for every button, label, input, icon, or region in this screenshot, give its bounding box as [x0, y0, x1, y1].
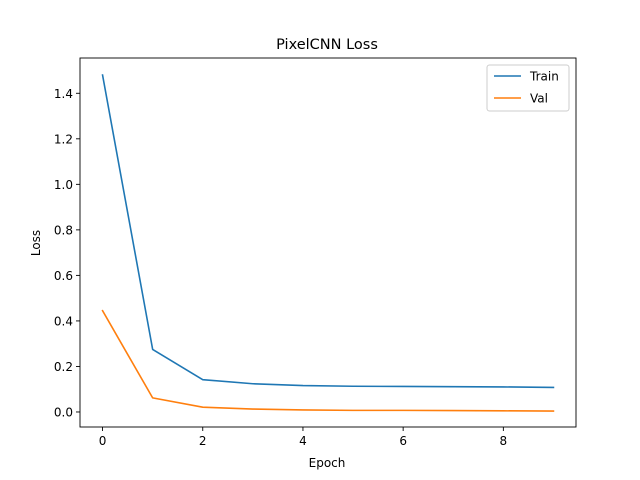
- chart-title: PixelCNN Loss: [276, 37, 378, 53]
- x-tick-label: 4: [299, 434, 307, 448]
- legend: Train Val: [486, 64, 570, 112]
- y-tick-label: 0.8: [54, 223, 73, 237]
- axis-ticks: 0 2 4 6 8 0.0 0.2 0.4 0.6 0.8 1.0 1.2 1.4: [54, 87, 507, 448]
- legend-label-train: Train: [529, 70, 559, 84]
- y-tick-label: 1.4: [54, 87, 73, 101]
- x-tick-label: 2: [199, 434, 207, 448]
- axes-frame: [79, 57, 577, 428]
- y-tick-label: 1.0: [54, 178, 73, 192]
- plot-area: [101, 74, 555, 412]
- x-tick-label: 0: [99, 434, 107, 448]
- legend-label-val: Val: [530, 92, 548, 106]
- series-line-train: [101, 74, 555, 389]
- series-line-val: [101, 309, 555, 412]
- x-axis-label: Epoch: [309, 456, 346, 470]
- y-tick-label: 0.0: [54, 405, 73, 419]
- y-tick-label: 0.6: [54, 269, 73, 283]
- y-tick-label: 0.2: [54, 360, 73, 374]
- y-tick-label: 0.4: [54, 314, 73, 328]
- x-tick-label: 8: [500, 434, 508, 448]
- y-tick-label: 1.2: [54, 132, 73, 146]
- x-tick-label: 6: [399, 434, 407, 448]
- y-axis-label: Loss: [29, 230, 43, 256]
